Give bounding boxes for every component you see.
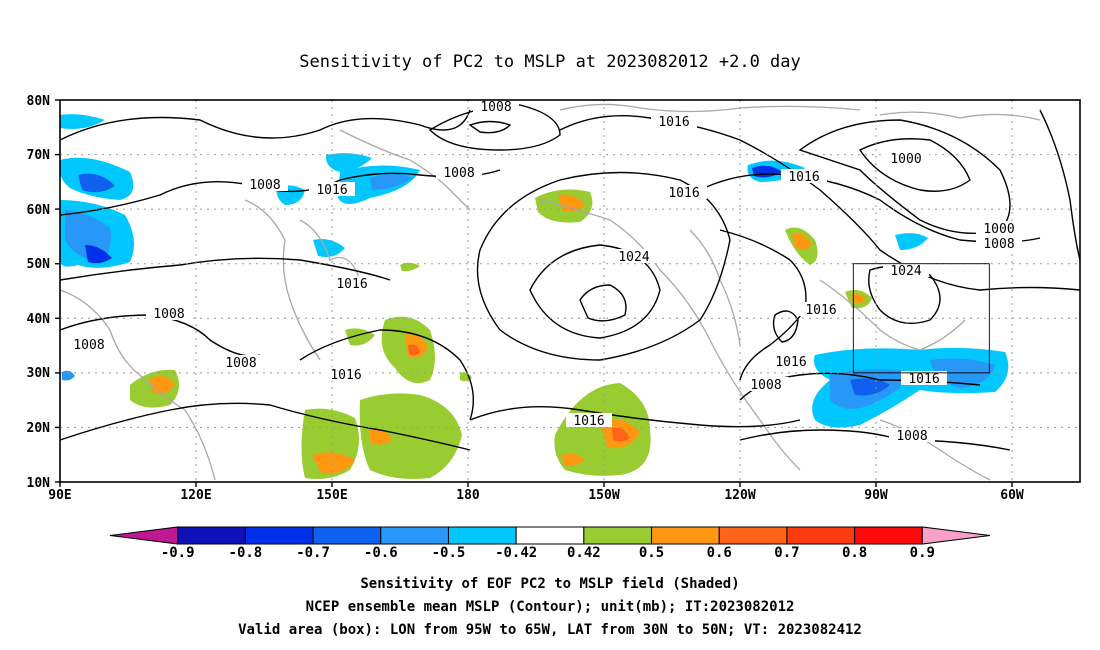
lat-tick-label: 80N	[27, 94, 51, 109]
lat-tick-label: 30N	[27, 366, 51, 381]
contour-label: 1016	[788, 170, 819, 185]
contour-label: 1016	[330, 368, 361, 383]
colorbar-label: 0.6	[707, 545, 732, 561]
colorbar-swatch	[380, 526, 449, 545]
colorbar-label: 0.42	[567, 545, 601, 561]
contour-label: 1000	[890, 152, 921, 167]
contour-label: 1008	[443, 166, 474, 181]
coastline-layer	[59, 103, 1041, 481]
contour-label: 1016	[336, 277, 367, 292]
colorbar-label: -0.42	[495, 545, 537, 561]
colorbar: -0.9 -0.8 -0.7 -0.6 -0.5 -0.42 0.42 0.5 0.6 0.7 0.…	[109, 526, 991, 561]
colorbar-label: -0.6	[364, 545, 398, 561]
map-frame	[59, 99, 1081, 483]
contour-label: 1016	[316, 183, 347, 198]
colorbar-label: -0.7	[296, 545, 330, 561]
colorbar-swatch	[447, 526, 517, 545]
lat-tick-label: 40N	[27, 312, 51, 327]
caption-line-3: Valid area (box): LON from 95W to 65W, L…	[238, 622, 862, 638]
colorbar-label: -0.8	[229, 545, 263, 561]
colorbar-swatch	[244, 526, 314, 545]
lon-tick-label: 60W	[1000, 488, 1024, 503]
colorbar-label: 0.8	[842, 545, 867, 561]
contour-label: 1016	[775, 355, 806, 370]
lat-tick-label: 50N	[27, 257, 51, 272]
contour-label: 1008	[480, 100, 511, 115]
contour-label: 1000	[983, 222, 1014, 237]
lon-tick-label: 120W	[724, 488, 755, 503]
contour-label: 1008	[249, 178, 280, 193]
colorbar-swatch	[854, 526, 923, 545]
contour-label: 1008	[983, 237, 1014, 252]
contour-label: 1024	[618, 250, 649, 265]
contour-label: 1016	[573, 414, 604, 429]
colorbar-label: 0.7	[774, 545, 799, 561]
colorbar-swatch	[786, 526, 856, 545]
lon-tick-label: 90E	[48, 488, 71, 503]
map-panel: 1008 1016 1008 1016 1008 1016 1016 1000 …	[59, 99, 1081, 483]
contour-label: 1024	[890, 264, 921, 279]
contour-label: 1016	[805, 303, 836, 318]
contour-label: 1008	[73, 338, 104, 353]
lon-tick-label: 90W	[864, 488, 888, 503]
lon-tick-label: 180	[456, 488, 480, 503]
contour-label: 1016	[908, 372, 939, 387]
colorbar-extend-high	[921, 526, 991, 545]
contour-labels: 1008 1016 1008 1016 1008 1016 1016 1000 …	[66, 99, 1022, 444]
valid-area-box	[852, 263, 990, 374]
latitude-axis	[55, 99, 60, 483]
colorbar-label: 0.5	[639, 545, 664, 561]
colorbar-swatch	[312, 526, 382, 545]
contour-label: 1008	[225, 356, 256, 371]
caption-line-1: Sensitivity of EOF PC2 to MSLP field (Sh…	[360, 576, 739, 592]
graticule	[60, 100, 1080, 482]
lat-tick-label: 70N	[27, 148, 51, 163]
colorbar-swatch	[718, 526, 788, 545]
lat-tick-label: 60N	[27, 203, 51, 218]
lat-tick-label: 10N	[27, 476, 51, 491]
contour-label: 1016	[658, 115, 689, 130]
colorbar-swatch	[515, 526, 585, 545]
colorbar-swatch	[651, 526, 720, 545]
contour-label: 1008	[750, 378, 781, 393]
contour-label: 1016	[668, 186, 699, 201]
colorbar-swatch	[177, 526, 246, 545]
caption-line-2: NCEP ensemble mean MSLP (Contour); unit(…	[306, 599, 795, 615]
lon-tick-label: 150W	[588, 488, 619, 503]
colorbar-label: -0.9	[161, 545, 195, 561]
figure-title: Sensitivity of PC2 to MSLP at 2023082012…	[299, 52, 801, 72]
lon-tick-label: 150E	[316, 488, 347, 503]
lon-tick-label: 120E	[180, 488, 211, 503]
colorbar-extend-low	[109, 526, 179, 545]
contour-label: 1008	[896, 429, 927, 444]
colorbar-swatch	[583, 526, 653, 545]
longitude-axis	[59, 482, 1013, 487]
colorbar-label: -0.5	[432, 545, 466, 561]
colorbar-label: 0.9	[910, 545, 935, 561]
lat-tick-label: 20N	[27, 421, 51, 436]
contour-label: 1008	[153, 307, 184, 322]
